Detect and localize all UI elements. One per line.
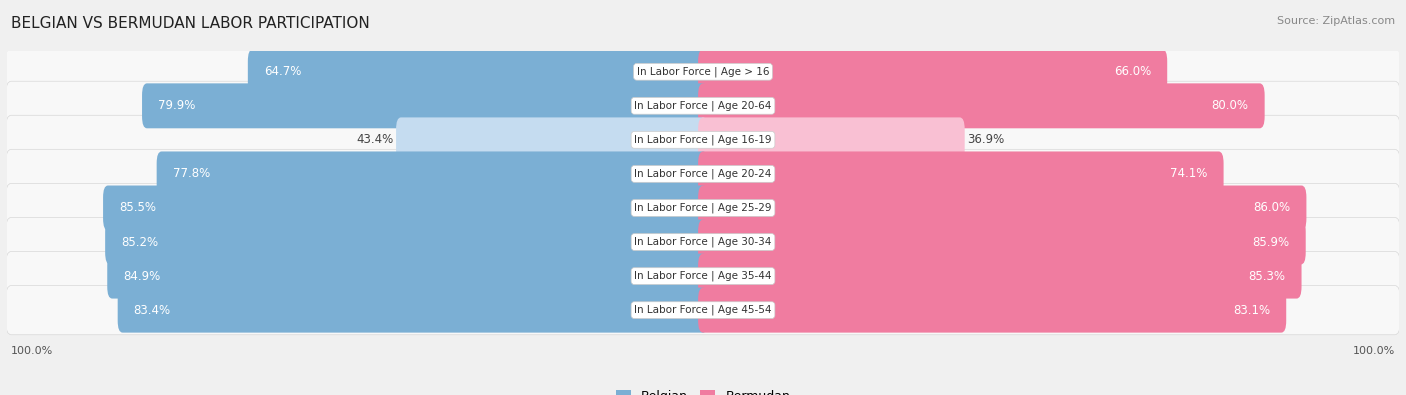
Text: In Labor Force | Age 25-29: In Labor Force | Age 25-29 [634, 203, 772, 213]
Text: 36.9%: 36.9% [967, 134, 1004, 147]
FancyBboxPatch shape [699, 220, 1306, 265]
FancyBboxPatch shape [6, 252, 1400, 301]
Text: 77.8%: 77.8% [173, 167, 209, 181]
Text: 86.0%: 86.0% [1253, 201, 1291, 214]
FancyBboxPatch shape [6, 217, 1400, 267]
FancyBboxPatch shape [699, 288, 1286, 333]
Text: 80.0%: 80.0% [1212, 99, 1249, 112]
FancyBboxPatch shape [103, 186, 707, 230]
Text: In Labor Force | Age > 16: In Labor Force | Age > 16 [637, 66, 769, 77]
FancyBboxPatch shape [6, 286, 1400, 335]
FancyBboxPatch shape [6, 149, 1400, 199]
Text: BELGIAN VS BERMUDAN LABOR PARTICIPATION: BELGIAN VS BERMUDAN LABOR PARTICIPATION [11, 16, 370, 31]
FancyBboxPatch shape [699, 254, 1302, 299]
FancyBboxPatch shape [699, 117, 965, 162]
FancyBboxPatch shape [699, 186, 1306, 230]
Text: 85.2%: 85.2% [121, 235, 159, 248]
Text: 83.1%: 83.1% [1233, 304, 1270, 317]
Text: 100.0%: 100.0% [11, 346, 53, 356]
FancyBboxPatch shape [142, 83, 707, 128]
Text: 79.9%: 79.9% [157, 99, 195, 112]
FancyBboxPatch shape [6, 183, 1400, 233]
Text: 43.4%: 43.4% [357, 134, 394, 147]
Text: 84.9%: 84.9% [124, 270, 160, 282]
FancyBboxPatch shape [6, 115, 1400, 164]
Text: 85.5%: 85.5% [120, 201, 156, 214]
Text: In Labor Force | Age 20-64: In Labor Force | Age 20-64 [634, 101, 772, 111]
FancyBboxPatch shape [247, 49, 707, 94]
Text: 74.1%: 74.1% [1170, 167, 1208, 181]
FancyBboxPatch shape [118, 288, 707, 333]
FancyBboxPatch shape [699, 151, 1223, 196]
Text: In Labor Force | Age 20-24: In Labor Force | Age 20-24 [634, 169, 772, 179]
FancyBboxPatch shape [396, 117, 707, 162]
Text: 64.7%: 64.7% [264, 65, 301, 78]
Text: In Labor Force | Age 16-19: In Labor Force | Age 16-19 [634, 135, 772, 145]
FancyBboxPatch shape [6, 47, 1400, 96]
Text: 100.0%: 100.0% [1353, 346, 1395, 356]
Text: Source: ZipAtlas.com: Source: ZipAtlas.com [1277, 16, 1395, 26]
Text: 83.4%: 83.4% [134, 304, 170, 317]
FancyBboxPatch shape [699, 83, 1264, 128]
Text: In Labor Force | Age 35-44: In Labor Force | Age 35-44 [634, 271, 772, 281]
FancyBboxPatch shape [107, 254, 707, 299]
Text: 85.3%: 85.3% [1249, 270, 1285, 282]
Text: In Labor Force | Age 30-34: In Labor Force | Age 30-34 [634, 237, 772, 247]
FancyBboxPatch shape [156, 151, 707, 196]
Legend: Belgian, Bermudan: Belgian, Bermudan [612, 386, 794, 395]
FancyBboxPatch shape [6, 81, 1400, 130]
FancyBboxPatch shape [699, 49, 1167, 94]
Text: 66.0%: 66.0% [1114, 65, 1152, 78]
Text: 85.9%: 85.9% [1253, 235, 1289, 248]
FancyBboxPatch shape [105, 220, 707, 265]
Text: In Labor Force | Age 45-54: In Labor Force | Age 45-54 [634, 305, 772, 315]
